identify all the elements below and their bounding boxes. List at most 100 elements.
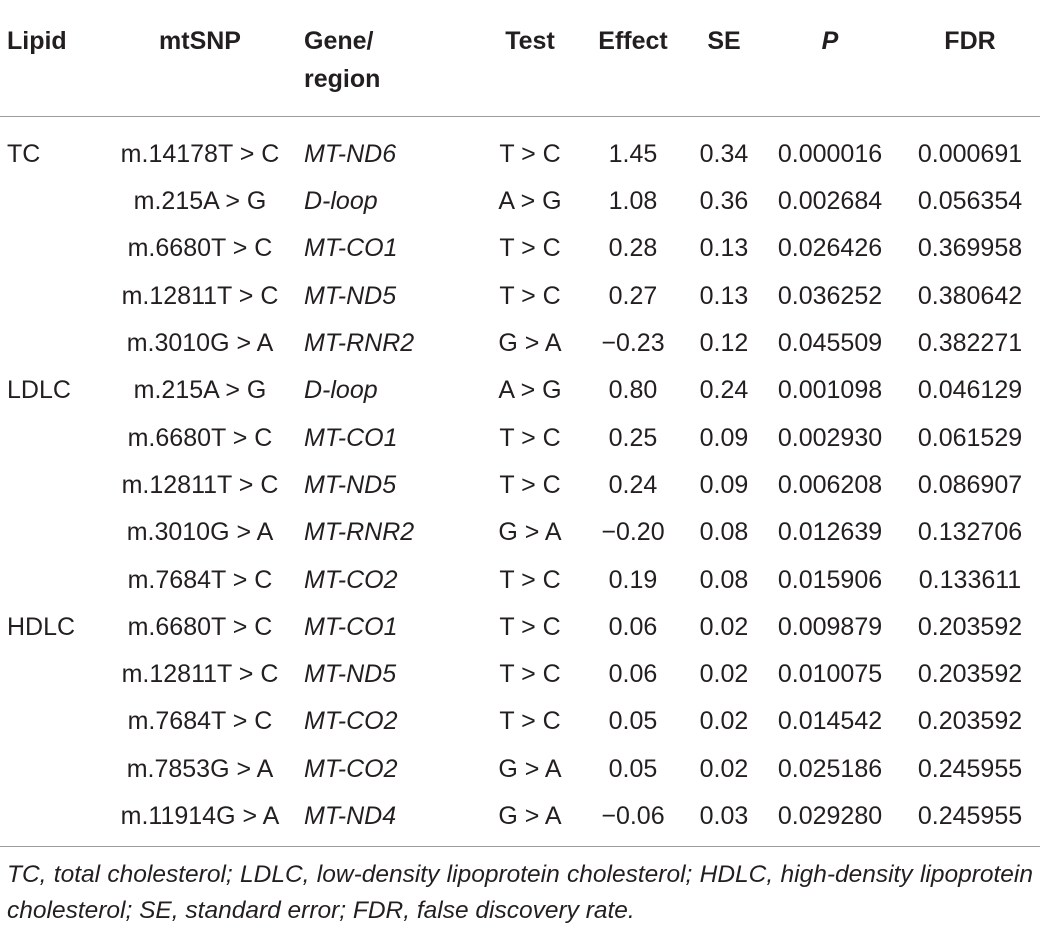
- cell-fdr: 0.203592: [917, 660, 1023, 689]
- table-footnote: TC, total cholesterol; LDLC, low-density…: [7, 861, 1033, 924]
- cell-lipid: [0, 651, 96, 698]
- cell-p: 0.014542: [777, 707, 883, 736]
- cell-mtsnp: m.215A > G: [133, 187, 267, 216]
- cell-mtsnp: m.215A > G: [133, 376, 267, 405]
- table-row: HDLC m.6680T > C MT-CO1 T > C 0.06 0.02 0.0098…: [0, 604, 1040, 651]
- cell-effect: 1.45: [608, 140, 658, 168]
- cell-se: 0.12: [699, 329, 749, 358]
- cell-mtsnp: m.6680T > C: [127, 612, 273, 641]
- cell-mtsnp: m.12811T > C: [121, 281, 279, 310]
- header-test: Test: [505, 27, 555, 55]
- cell-effect: 0.19: [608, 565, 658, 594]
- cell-lipid: [0, 509, 96, 556]
- cell-mtsnp: m.11914G > A: [120, 802, 280, 830]
- cell-se: 0.09: [699, 470, 749, 499]
- cell-p: 0.010075: [777, 660, 883, 689]
- cell-p: 0.012639: [777, 518, 883, 547]
- cell-lipid: TC: [7, 140, 41, 168]
- cell-fdr: 0.132706: [917, 518, 1023, 547]
- cell-gene: MT-CO1: [304, 234, 398, 263]
- cell-effect: 0.05: [608, 754, 658, 783]
- cell-mtsnp: m.7853G > A: [126, 754, 274, 783]
- cell-gene: D-loop: [304, 376, 378, 405]
- cell-mtsnp: m.14178T > C: [120, 140, 280, 168]
- cell-fdr: 0.382271: [917, 329, 1023, 358]
- cell-p: 0.015906: [777, 565, 883, 594]
- cell-fdr: 0.133611: [918, 565, 1022, 594]
- cell-fdr: 0.000691: [917, 140, 1023, 168]
- table-row: m.3010G > A MT-RNR2 G > A −0.20 0.08 0.012639…: [0, 509, 1040, 556]
- cell-lipid: [0, 698, 96, 745]
- cell-lipid: HDLC: [7, 612, 76, 641]
- table-row: m.11914G > A MT-ND4 G > A −0.06 0.03 0.029280…: [0, 793, 1040, 847]
- cell-test: A > G: [498, 376, 562, 405]
- cell-lipid: [0, 793, 96, 847]
- cell-lipid: [0, 225, 96, 272]
- table-header: Lipid mtSNP Gene/region Test Effect SE P…: [0, 0, 1040, 117]
- results-table-container: Lipid mtSNP Gene/region Test Effect SE P…: [0, 0, 1040, 847]
- cell-test: A > G: [498, 187, 562, 216]
- header-lipid: Lipid: [7, 27, 67, 55]
- table-body: TC m.14178T > C MT-ND6 T > C 1.45 0.34 0.00001…: [0, 117, 1040, 847]
- cell-fdr: 0.046129: [917, 376, 1023, 405]
- cell-test: T > C: [499, 565, 561, 594]
- cell-test: T > C: [499, 660, 561, 689]
- cell-mtsnp: m.3010G > A: [126, 518, 274, 547]
- cell-p: 0.001098: [777, 376, 883, 405]
- cell-p: 0.002930: [777, 423, 883, 452]
- header-p: P: [821, 27, 839, 55]
- cell-effect: 0.24: [608, 470, 658, 499]
- cell-gene: MT-CO2: [304, 707, 398, 736]
- table-row: m.12811T > C MT-ND5 T > C 0.27 0.13 0.036252 0…: [0, 273, 1040, 320]
- cell-gene: MT-RNR2: [304, 329, 415, 358]
- cell-p: 0.029280: [777, 802, 883, 830]
- cell-gene: MT-RNR2: [304, 518, 415, 547]
- cell-se: 0.24: [699, 376, 749, 405]
- cell-fdr: 0.245955: [917, 802, 1023, 830]
- cell-effect: 0.06: [608, 660, 658, 689]
- cell-mtsnp: m.12811T > C: [121, 470, 279, 499]
- results-table: Lipid mtSNP Gene/region Test Effect SE P…: [0, 0, 1040, 847]
- cell-p: 0.002684: [777, 187, 883, 216]
- cell-gene: MT-CO2: [304, 754, 398, 783]
- cell-test: T > C: [499, 423, 561, 452]
- cell-gene: MT-CO2: [304, 565, 398, 594]
- cell-test: G > A: [498, 754, 562, 783]
- cell-effect: 1.08: [608, 187, 658, 216]
- cell-se: 0.08: [699, 565, 749, 594]
- cell-fdr: 0.245955: [917, 754, 1023, 783]
- cell-effect: 0.05: [608, 707, 658, 736]
- cell-test: T > C: [499, 281, 561, 310]
- cell-lipid: [0, 178, 96, 225]
- cell-fdr: 0.056354: [917, 187, 1023, 216]
- cell-fdr: 0.380642: [917, 281, 1023, 310]
- header-gene-line1: Gene/: [304, 27, 374, 55]
- cell-mtsnp: m.3010G > A: [126, 329, 274, 358]
- cell-test: G > A: [498, 518, 562, 547]
- cell-gene: MT-ND5: [304, 660, 397, 689]
- cell-fdr: 0.203592: [917, 612, 1023, 641]
- cell-mtsnp: m.7684T > C: [127, 707, 273, 736]
- cell-lipid: LDLC: [7, 376, 71, 405]
- cell-fdr: 0.061529: [917, 423, 1023, 452]
- cell-p: 0.006208: [777, 470, 883, 499]
- header-row: Lipid mtSNP Gene/region Test Effect SE P…: [0, 0, 1040, 117]
- cell-p: 0.009879: [777, 612, 883, 641]
- cell-p: 0.045509: [777, 329, 883, 358]
- table-row: LDLC m.215A > G D-loop A > G 0.80 0.24 0.00109…: [0, 367, 1040, 414]
- cell-lipid: [0, 320, 96, 367]
- cell-test: T > C: [499, 234, 561, 263]
- cell-se: 0.02: [699, 612, 749, 641]
- cell-lipid: [0, 746, 96, 793]
- cell-p: 0.000016: [777, 140, 883, 168]
- cell-effect: 0.27: [608, 281, 658, 310]
- header-mtsnp: mtSNP: [159, 27, 241, 55]
- cell-lipid: [0, 556, 96, 603]
- cell-lipid: [0, 414, 96, 461]
- cell-gene: MT-ND4: [304, 802, 397, 830]
- cell-mtsnp: m.6680T > C: [127, 234, 273, 263]
- table-row: m.7684T > C MT-CO2 T > C 0.05 0.02 0.014542 0.…: [0, 698, 1040, 745]
- cell-gene: D-loop: [304, 187, 378, 216]
- cell-test: T > C: [499, 707, 561, 736]
- cell-p: 0.036252: [777, 281, 883, 310]
